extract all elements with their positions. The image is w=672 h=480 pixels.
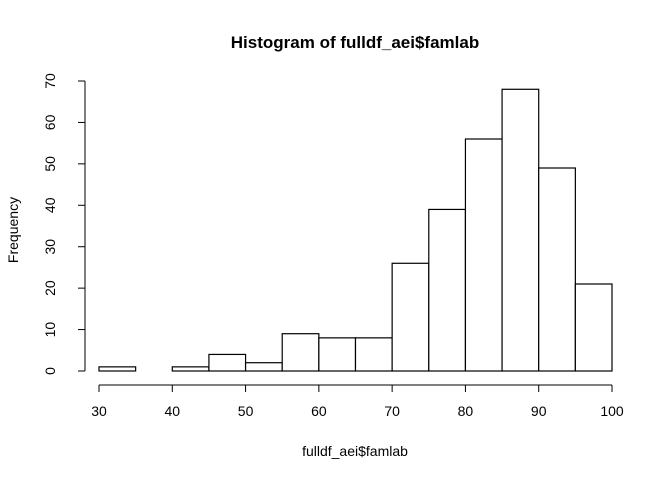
x-tick-label: 90 bbox=[531, 403, 547, 419]
histogram-bar bbox=[171, 366, 210, 372]
histogram-bar bbox=[281, 333, 320, 372]
x-tick-label: 80 bbox=[458, 403, 474, 419]
x-tick-label: 30 bbox=[91, 403, 107, 419]
histogram-bar bbox=[574, 283, 613, 372]
x-tick-label: 60 bbox=[311, 403, 327, 419]
histogram-bar bbox=[501, 88, 540, 372]
x-tick-label: 70 bbox=[384, 403, 400, 419]
x-tick-label: 100 bbox=[600, 403, 624, 419]
histogram-bar bbox=[391, 262, 430, 372]
chart-title: Histogram of fulldf_aei$famlab bbox=[231, 33, 479, 52]
y-axis-label: Frequency bbox=[5, 197, 21, 263]
histogram-bar bbox=[428, 208, 467, 372]
y-tick-label: 50 bbox=[42, 156, 58, 172]
y-tick-label: 70 bbox=[42, 73, 58, 89]
histogram-bar bbox=[98, 366, 137, 372]
y-tick-label: 30 bbox=[42, 239, 58, 255]
x-axis: 30 40 50 60 70 80 90 100 bbox=[91, 384, 624, 419]
histogram-bar bbox=[318, 337, 357, 372]
histogram-bar bbox=[244, 362, 283, 372]
x-axis-label: fulldf_aei$famlab bbox=[302, 443, 408, 459]
histogram-bar bbox=[464, 138, 503, 372]
histogram-bar bbox=[354, 337, 393, 372]
histogram-bar bbox=[208, 353, 247, 372]
y-tick-label: 20 bbox=[42, 280, 58, 296]
x-tick-label: 40 bbox=[164, 403, 180, 419]
y-tick-label: 0 bbox=[42, 367, 58, 375]
y-axis: 0 10 20 30 40 50 60 70 bbox=[42, 73, 86, 375]
y-tick-label: 40 bbox=[42, 197, 58, 213]
y-tick-label: 60 bbox=[42, 114, 58, 130]
bars-group bbox=[98, 88, 613, 372]
histogram-bar bbox=[538, 167, 576, 372]
y-tick-label: 10 bbox=[42, 322, 58, 338]
x-tick-label: 50 bbox=[238, 403, 254, 419]
